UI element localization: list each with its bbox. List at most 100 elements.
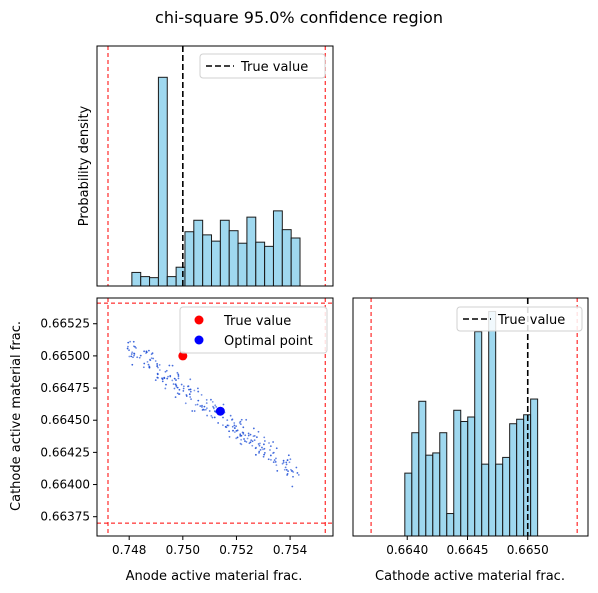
scatter-sample-point bbox=[201, 406, 203, 408]
scatter-sample-point bbox=[235, 437, 238, 440]
scatter-sample-point bbox=[222, 424, 224, 427]
top-hist-bar bbox=[184, 231, 195, 286]
scatter-sample-point bbox=[164, 387, 167, 390]
top-hist-bar bbox=[228, 230, 239, 286]
top-histogram-panel: Probability density True value bbox=[77, 45, 334, 287]
scatter-sample-point bbox=[217, 422, 220, 424]
scatter-sample-point bbox=[199, 405, 202, 407]
scatter-sample-point bbox=[165, 383, 167, 386]
scatter-sample-point bbox=[262, 448, 264, 451]
scatter-sample-point bbox=[245, 441, 248, 443]
scatter-sample-point bbox=[212, 406, 215, 409]
scatter-sample-point bbox=[131, 363, 134, 366]
top-hist-bar bbox=[272, 210, 283, 286]
scatter-sample-point bbox=[163, 376, 166, 379]
scatter-sample-point bbox=[228, 430, 231, 433]
scatter-sample-point bbox=[296, 472, 299, 474]
scatter-sample-point bbox=[126, 347, 129, 350]
scatter-sample-point bbox=[291, 485, 294, 488]
scatter-sample-point bbox=[211, 416, 214, 419]
scatter-sample-point bbox=[208, 410, 211, 412]
scatter-sample-point bbox=[282, 459, 285, 462]
scatter-sample-point bbox=[286, 459, 289, 461]
scatter-sample-point bbox=[191, 410, 194, 412]
scatter-sample-point bbox=[138, 356, 141, 359]
scatter-sample-point bbox=[203, 409, 206, 411]
scatter-sample-point bbox=[257, 430, 260, 433]
scatter-sample-point bbox=[197, 399, 200, 402]
cathode-hist-bar bbox=[530, 398, 539, 536]
scatter-sample-point bbox=[222, 416, 224, 419]
top-hist-bar bbox=[149, 277, 159, 286]
scatter-sample-point bbox=[200, 393, 203, 396]
true-value-point bbox=[178, 351, 188, 361]
scatter-sample-point bbox=[233, 422, 236, 424]
scatter-sample-point bbox=[247, 434, 250, 437]
scatter-sample-point bbox=[127, 341, 130, 344]
scatter-sample-point bbox=[258, 444, 261, 447]
scatter-sample-point bbox=[240, 438, 243, 441]
cathode-hist-bar bbox=[495, 463, 504, 536]
scatter-sample-point bbox=[272, 441, 275, 443]
scatter-sample-point bbox=[214, 404, 217, 407]
scatter-sample-point bbox=[239, 423, 242, 426]
scatter-sample-point bbox=[177, 373, 180, 376]
scatter-sample-point bbox=[176, 371, 179, 374]
scatter-sample-point bbox=[259, 442, 261, 445]
scatter-sample-point bbox=[245, 418, 248, 421]
cathode-hist-xlabel: Cathode active material frac. bbox=[375, 569, 565, 584]
cathode-hist-bar bbox=[432, 452, 441, 536]
scatter-sample-point bbox=[184, 402, 187, 405]
scatter-sample-point bbox=[178, 388, 181, 391]
scatter-sample-point bbox=[173, 377, 176, 380]
scatter-sample-point bbox=[213, 410, 216, 413]
scatter-sample-point bbox=[154, 360, 157, 362]
scatter-panel: 0.748 0.750 0.752 0.754 0.66375 0.66400 0.664… bbox=[9, 297, 334, 584]
scatter-sample-point bbox=[185, 395, 188, 397]
scatter-sample-point bbox=[288, 461, 291, 464]
scatter-ytick-label: 0.66450 bbox=[40, 413, 90, 427]
scatter-sample-point bbox=[263, 436, 266, 439]
scatter-sample-point bbox=[127, 345, 129, 348]
scatter-sample-point bbox=[236, 436, 239, 439]
cathode-hist-bar bbox=[425, 454, 434, 536]
scatter-sample-point bbox=[182, 390, 185, 392]
scatter-sample-point bbox=[262, 455, 265, 458]
scatter-sample-point bbox=[233, 427, 236, 429]
scatter-sample-point bbox=[286, 474, 288, 476]
cathode-hist-bar bbox=[481, 463, 490, 536]
top-hist-bar bbox=[157, 76, 168, 286]
scatter-sample-point bbox=[263, 453, 266, 456]
cathode-hist-bar bbox=[404, 472, 413, 536]
scatter-sample-point bbox=[246, 437, 249, 440]
scatter-sample-point bbox=[297, 473, 300, 476]
scatter-sample-point bbox=[258, 451, 260, 454]
scatter-sample-point bbox=[143, 362, 146, 365]
scatter-sample-point bbox=[175, 379, 177, 381]
scatter-sample-point bbox=[272, 461, 275, 464]
scatter-sample-point bbox=[152, 357, 155, 360]
scatter-legend-optimal-label: Optimal point bbox=[224, 334, 313, 349]
scatter-sample-point bbox=[182, 387, 185, 390]
cathode-histogram-panel: 0.6640 0.6645 0.6650 Cathode active materi… bbox=[352, 297, 589, 584]
top-hist-bar bbox=[290, 237, 301, 286]
scatter-xtick-label: 0.750 bbox=[166, 543, 200, 557]
scatter-sample-point bbox=[228, 436, 231, 438]
scatter-sample-point bbox=[222, 403, 225, 406]
scatter-sample-point bbox=[156, 364, 159, 367]
scatter-sample-point bbox=[290, 468, 292, 471]
scatter-sample-point bbox=[267, 458, 270, 461]
scatter-ytick-label: 0.66425 bbox=[40, 445, 90, 459]
scatter-sample-point bbox=[248, 442, 251, 445]
scatter-sample-point bbox=[213, 416, 216, 419]
scatter-sample-point bbox=[261, 446, 263, 449]
scatter-sample-point bbox=[174, 396, 177, 399]
scatter-sample-point bbox=[182, 385, 185, 388]
cathode-hist-bar bbox=[453, 409, 462, 536]
scatter-sample-point bbox=[252, 427, 255, 430]
scatter-sample-point bbox=[244, 440, 246, 442]
scatter-sample-point bbox=[275, 464, 278, 467]
scatter-sample-point bbox=[229, 414, 232, 417]
scatter-sample-point bbox=[189, 378, 192, 381]
